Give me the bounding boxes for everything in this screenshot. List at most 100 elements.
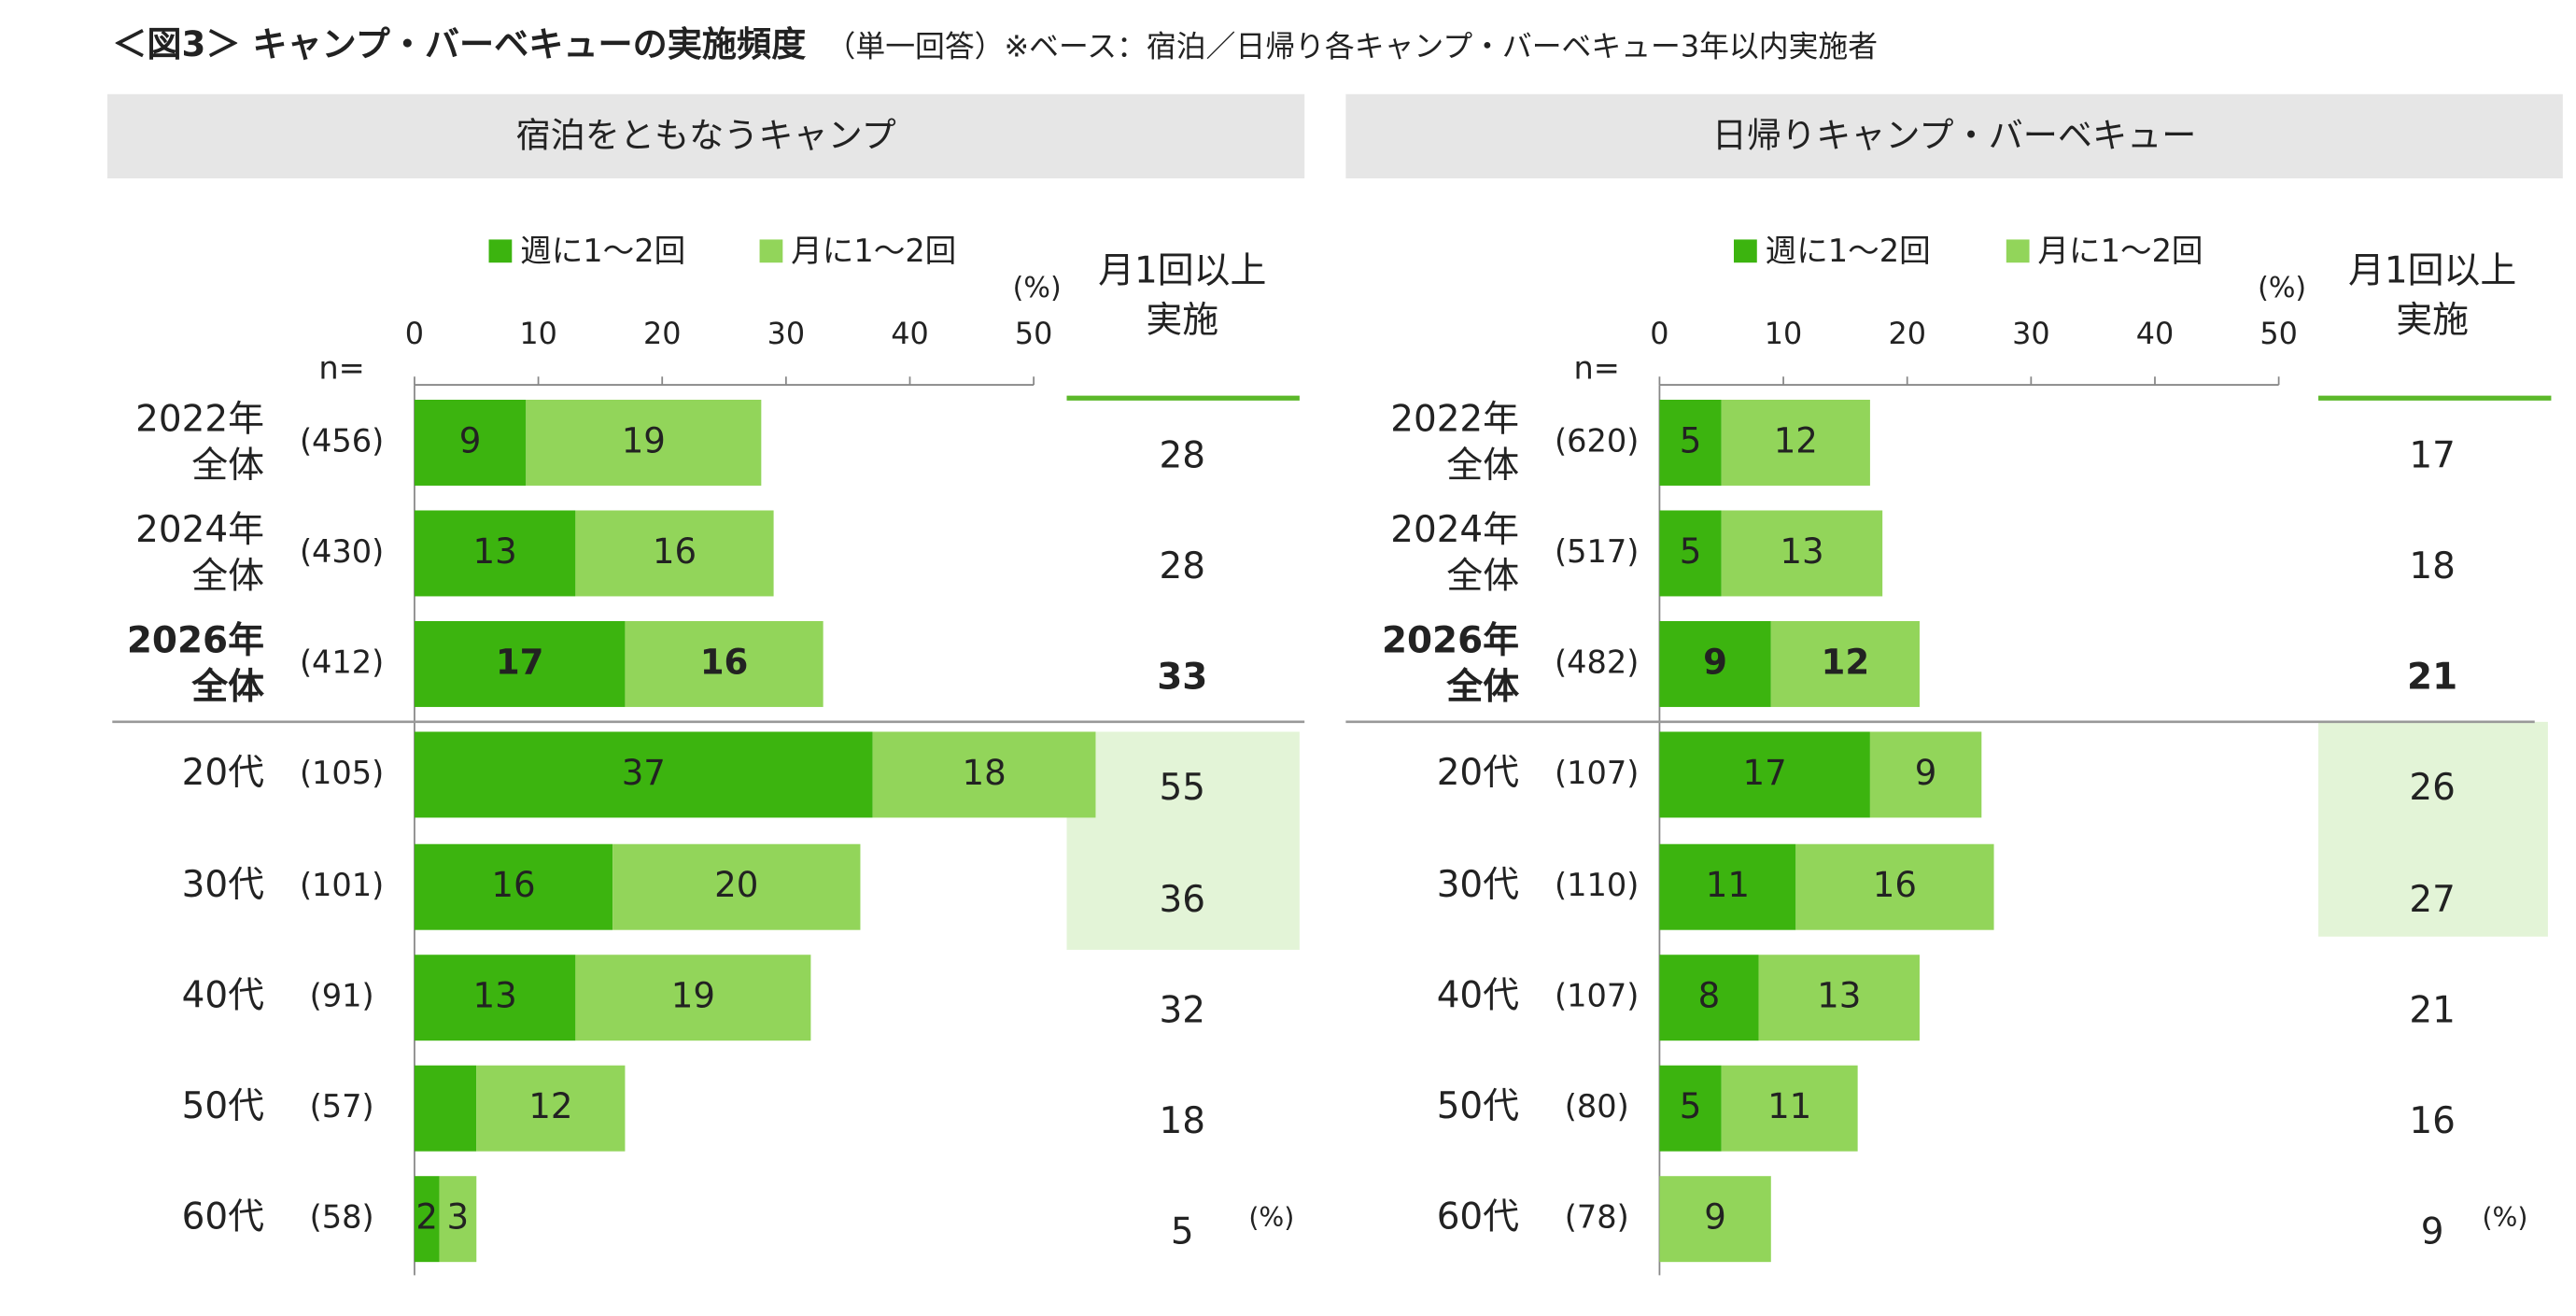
total-title: 実施 xyxy=(1146,299,1218,341)
bar-value-label: 16 xyxy=(653,531,697,572)
bar-value-label: 12 xyxy=(1822,642,1870,682)
bar-value-label: 11 xyxy=(1767,1086,1811,1126)
category-label: 2022年 xyxy=(135,398,264,440)
total-title: 月1回以上 xyxy=(2348,249,2516,291)
bar-value-label: 13 xyxy=(1780,531,1823,572)
category-label: 60代 xyxy=(1437,1196,1519,1238)
legend-swatch xyxy=(488,239,513,263)
category-label: 全体 xyxy=(1446,555,1519,597)
bar-segment xyxy=(612,843,861,930)
panel-header xyxy=(106,93,1305,179)
bar-segment xyxy=(526,399,762,486)
bar-value-label: 20 xyxy=(714,865,758,905)
total-value: 21 xyxy=(2409,990,2456,1032)
bar-value-label: 5 xyxy=(1680,531,1702,572)
legend-label: 週に1～2回 xyxy=(1766,233,1931,269)
bar-value-label: 19 xyxy=(622,420,666,460)
bar-segment xyxy=(1659,843,1796,930)
n-label: (620) xyxy=(1555,422,1639,459)
n-label: (58) xyxy=(310,1199,374,1236)
category-label: 30代 xyxy=(1437,864,1519,906)
bar-segment xyxy=(1659,1176,1771,1263)
bar-segment xyxy=(414,731,873,818)
n-label: (78) xyxy=(1565,1199,1629,1236)
bar-segment xyxy=(872,731,1096,818)
total-title: 月1回以上 xyxy=(1098,249,1266,291)
bar-value-label: 5 xyxy=(1680,1086,1702,1126)
bar-segment xyxy=(625,620,823,707)
bar-segment xyxy=(1795,843,1994,930)
bar-value-label: 12 xyxy=(528,1086,572,1126)
bar-segment xyxy=(1869,731,1982,818)
bar-value-label: 9 xyxy=(1915,753,1937,793)
x-tick-label: 20 xyxy=(643,316,682,351)
category-label: 2022年 xyxy=(1390,398,1519,440)
total-value: 36 xyxy=(1160,879,1206,921)
n-label: (107) xyxy=(1555,755,1639,791)
category-label: 2024年 xyxy=(1390,509,1519,551)
bar-value-label: 16 xyxy=(700,642,749,682)
bar-segment xyxy=(414,510,576,597)
total-value: 9 xyxy=(2421,1211,2444,1253)
total-value: 55 xyxy=(1160,767,1206,809)
total-highlight xyxy=(1066,731,1300,950)
total-highlight xyxy=(2318,721,2548,937)
x-tick-label: 10 xyxy=(1765,316,1803,351)
x-tick-label: 50 xyxy=(1015,316,1053,351)
category-label: 40代 xyxy=(1437,975,1519,1017)
panel-title: 宿泊をともなうキャンプ xyxy=(515,115,895,155)
total-value: 5 xyxy=(1171,1211,1194,1253)
total-value: 17 xyxy=(2409,434,2456,476)
total-value: 21 xyxy=(2407,656,2457,698)
bar-segment xyxy=(414,955,576,1041)
figure-title: ＜図3＞ キャンプ・バーベキューの実施頻度 xyxy=(112,24,806,64)
bar-value-label: 16 xyxy=(491,865,535,905)
panel-header xyxy=(1345,93,2563,179)
category-label: 30代 xyxy=(182,864,264,906)
bar-value-label: 19 xyxy=(671,976,715,1016)
bar-segment xyxy=(1659,955,1759,1041)
bar-value-label: 3 xyxy=(447,1197,470,1238)
legend-swatch xyxy=(1734,239,1757,263)
n-label: (107) xyxy=(1555,978,1639,1014)
bar-segment xyxy=(439,1176,477,1263)
bar-segment xyxy=(575,510,774,597)
category-label: 全体 xyxy=(191,445,264,487)
category-label: 全体 xyxy=(191,555,264,597)
total-value: 32 xyxy=(1160,990,1206,1032)
bar-segment xyxy=(1770,620,1920,707)
bar-value-label: 8 xyxy=(1698,976,1721,1016)
x-tick-label: 10 xyxy=(519,316,557,351)
n-header: n= xyxy=(1573,350,1619,387)
legend-swatch xyxy=(2006,239,2030,263)
bar-segment xyxy=(1721,399,1870,486)
category-label: 2026年 xyxy=(1382,619,1519,661)
bar-segment xyxy=(414,1065,477,1152)
bar-value-label: 18 xyxy=(962,753,1006,793)
bar-value-label: 13 xyxy=(1817,976,1861,1016)
bar-segment xyxy=(1659,510,1722,597)
n-label: (430) xyxy=(300,533,384,570)
total-value: 27 xyxy=(2409,879,2456,921)
bar-value-label: 9 xyxy=(1704,1197,1726,1238)
n-label: (456) xyxy=(300,422,384,459)
bar-value-label: 16 xyxy=(1873,865,1917,905)
category-label: 50代 xyxy=(1437,1085,1519,1127)
total-value: 18 xyxy=(2409,545,2456,587)
legend-label: 週に1～2回 xyxy=(520,233,685,269)
figure-subtitle: （単一回答）※ベース：宿泊／日帰り各キャンプ・バーベキュー3年以内実施者 xyxy=(826,28,1879,64)
n-label: (412) xyxy=(300,644,384,680)
axis-unit: (%) xyxy=(1248,1202,1294,1233)
x-tick-label: 40 xyxy=(2136,316,2175,351)
bar-value-label: 17 xyxy=(1743,753,1787,793)
n-label: (91) xyxy=(310,978,374,1014)
bar-value-label: 9 xyxy=(1703,642,1727,682)
n-label: (482) xyxy=(1555,644,1639,680)
bar-segment xyxy=(575,955,811,1041)
n-label: (101) xyxy=(300,867,384,903)
bar-segment xyxy=(1659,620,1771,707)
total-value: 33 xyxy=(1157,656,1207,698)
x-tick-label: 30 xyxy=(767,316,806,351)
x-tick-label: 50 xyxy=(2259,316,2298,351)
